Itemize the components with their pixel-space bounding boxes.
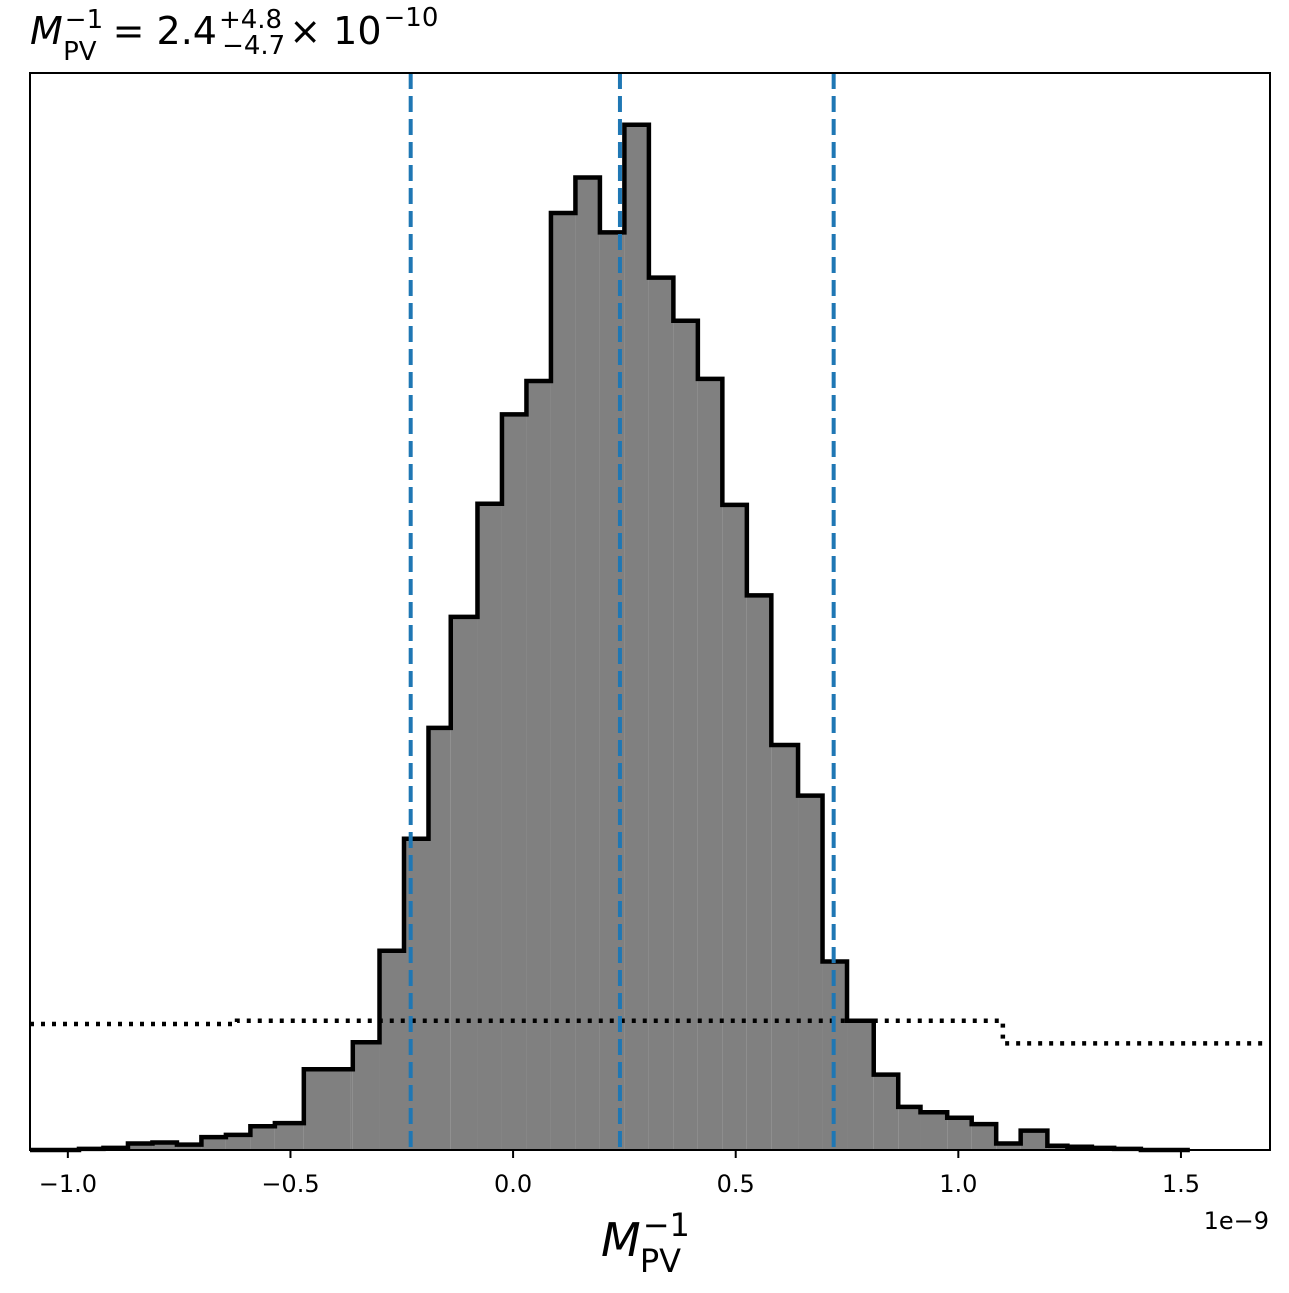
title-symbol: M: [30, 9, 63, 53]
title-multiplier: × 10: [289, 9, 381, 53]
histogram-bar: [1020, 1130, 1048, 1150]
histogram-bar: [847, 1020, 874, 1150]
histogram-bar: [599, 232, 625, 1150]
title-exponent: −10: [384, 3, 439, 33]
histogram-bar: [722, 504, 747, 1150]
histogram-bar: [648, 277, 674, 1150]
histogram-bar: [404, 838, 429, 1150]
histogram-bar: [624, 124, 649, 1150]
chart-title: M−1 PV = 2.4+4.8 −4.7 × 10−10: [30, 3, 438, 67]
title-err-plus: +4.8: [219, 5, 282, 35]
title-err-minus: −4.7: [222, 31, 285, 61]
histogram-bar: [225, 1134, 251, 1150]
histogram-bar: [350, 1069, 353, 1150]
x-offset-text: 1e−9: [1204, 1207, 1269, 1235]
histogram-bar: [971, 1124, 997, 1150]
plot-area: [30, 73, 1270, 1153]
histogram-bar: [201, 1137, 226, 1150]
histogram-bar: [996, 1143, 1021, 1150]
histogram-bar: [673, 320, 698, 1151]
histogram-outline: [30, 122, 1190, 1153]
histogram-bar: [450, 616, 478, 1150]
xlabel-sup: −1: [643, 1206, 690, 1244]
axes-frame: [29, 72, 1271, 1151]
x-axis-label: M−1 PV: [601, 1206, 690, 1280]
histogram-bar: [379, 950, 405, 1150]
histogram-bar: [746, 595, 772, 1150]
histogram-bar: [798, 795, 823, 1150]
x-axis-ticks: −1.0 −0.5 0.0 0.5 1.0 1.5: [39, 1150, 1200, 1198]
histogram-bar: [152, 1142, 177, 1150]
x-tick-label: −0.5: [261, 1170, 319, 1198]
histogram-bar: [501, 414, 527, 1150]
histogram-bar: [477, 503, 502, 1150]
histogram-bar: [274, 1123, 304, 1150]
histogram-bar: [771, 745, 799, 1150]
x-tick-label: 1.5: [1162, 1170, 1200, 1198]
title-symbol-sub: PV: [63, 37, 97, 67]
histogram-bar: [250, 1126, 275, 1150]
title-equals: = 2.4: [113, 9, 217, 53]
xlabel-symbol: M: [601, 1213, 641, 1267]
x-tick-label: 0.0: [494, 1170, 532, 1198]
histogram-bar: [947, 1117, 972, 1150]
xlabel-sub: PV: [640, 1242, 681, 1280]
histogram-bar: [526, 381, 551, 1151]
histogram-bar: [920, 1112, 948, 1150]
histogram-bar: [127, 1143, 153, 1150]
histogram-bar: [550, 213, 576, 1150]
title-symbol-sup: −1: [65, 5, 103, 35]
histogram-bar: [697, 378, 723, 1150]
histogram-bar: [575, 177, 600, 1150]
x-tick-label: 1.0: [939, 1170, 977, 1198]
histogram-bar: [873, 1074, 899, 1150]
histogram-bar: [428, 727, 451, 1150]
histogram-bar: [303, 1069, 351, 1150]
histogram-bar: [898, 1106, 921, 1150]
histogram-bar: [352, 1042, 380, 1150]
histogram-bar: [176, 1144, 202, 1150]
x-tick-label: −1.0: [39, 1170, 97, 1198]
x-tick-label: 0.5: [717, 1170, 755, 1198]
